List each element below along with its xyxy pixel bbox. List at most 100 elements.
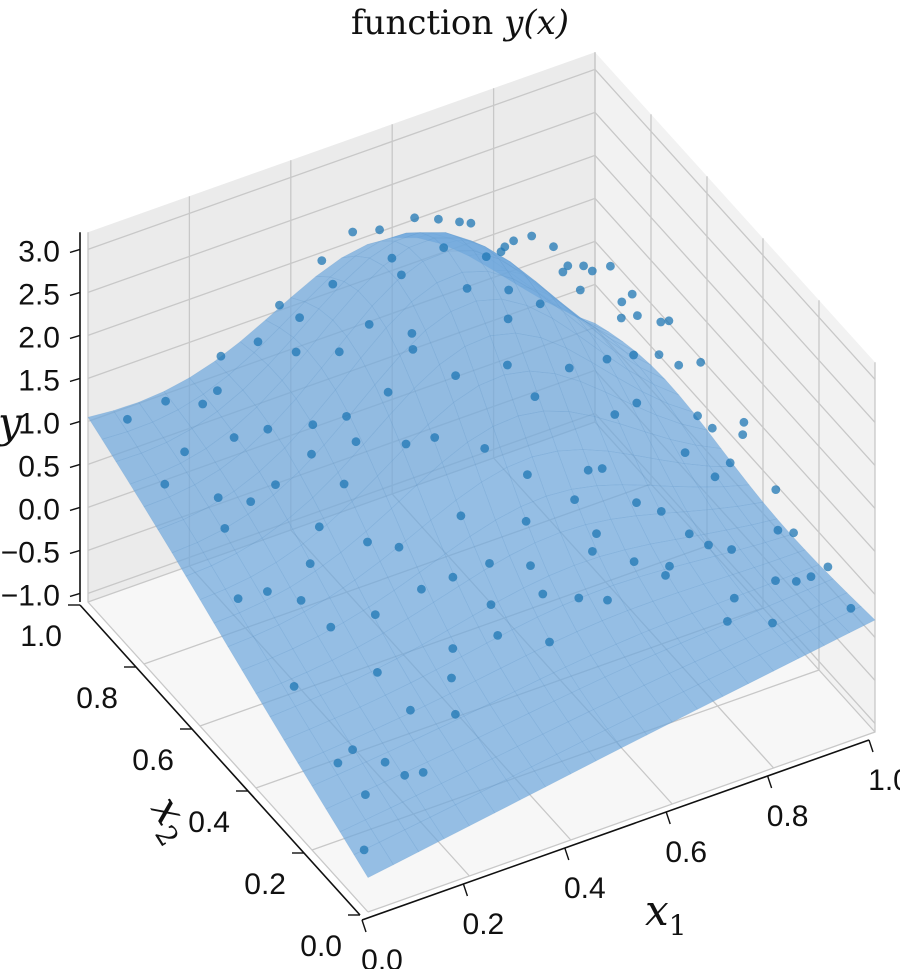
surface-patch: [779, 549, 820, 575]
surface-mesh: [87, 232, 876, 878]
gridline-y: [87, 197, 876, 509]
data-point: [328, 279, 338, 289]
surface-patch: [517, 733, 558, 768]
data-point: [523, 470, 532, 479]
data-point: [558, 267, 568, 277]
data-point: [314, 522, 324, 532]
surface-patch: [368, 240, 410, 267]
data-point: [480, 444, 490, 453]
surface-patch: [590, 361, 632, 405]
surface-patch: [517, 410, 558, 458]
data-point: [233, 594, 243, 603]
axis-lines: [79, 232, 870, 921]
surface-patch: [537, 604, 578, 644]
surface-patch: [784, 630, 825, 659]
surface-patch: [737, 501, 778, 526]
surface-patch: [354, 240, 396, 259]
data-point: [263, 424, 273, 434]
data-point: [680, 448, 690, 457]
data-point: [448, 644, 458, 653]
x1-tick: [361, 919, 367, 933]
data-point: [359, 845, 369, 855]
surface-patch: [542, 721, 583, 755]
data-point: [665, 561, 674, 571]
data-point: [616, 313, 626, 323]
surface-patch: [219, 449, 260, 492]
data-point: [434, 214, 443, 224]
data-point: [563, 261, 573, 271]
y-tick: [69, 334, 81, 340]
surface-patch: [751, 518, 792, 543]
data-point: [684, 529, 694, 539]
surface-patch: [649, 539, 691, 570]
data-point: [439, 243, 449, 253]
data-point: [597, 464, 607, 473]
surface-patch: [543, 410, 584, 452]
data-point: [253, 337, 263, 347]
data-point: [406, 705, 415, 715]
x1-tick: [868, 739, 874, 753]
scatter-points: [123, 213, 856, 855]
data-point: [361, 790, 370, 799]
y-tick: [69, 549, 81, 555]
x2-tick-label: 0.0: [300, 930, 342, 963]
surface-patch: [753, 558, 795, 585]
data-point: [503, 314, 513, 324]
data-point: [564, 363, 574, 373]
data-point: [696, 357, 706, 367]
data-point: [275, 300, 284, 310]
data-point: [216, 351, 226, 361]
surface-patch: [308, 718, 350, 753]
surface-patch: [717, 593, 758, 623]
x1-tick-label: 0.8: [767, 800, 809, 833]
data-point: [633, 311, 642, 320]
data-point: [466, 218, 476, 228]
y-tick: [69, 592, 81, 598]
x2-axis-line: [79, 604, 361, 916]
data-point: [664, 316, 674, 326]
surface-patch: [666, 612, 707, 644]
data-point: [527, 231, 537, 241]
data-point: [791, 577, 801, 586]
data-point: [305, 559, 315, 568]
y-tick: [69, 420, 81, 426]
x2-tick-label: 0.2: [244, 868, 286, 901]
data-point: [693, 411, 702, 421]
data-point: [727, 545, 736, 554]
data-point: [410, 213, 419, 223]
x2-tick-label: 1.0: [20, 620, 62, 653]
data-point: [342, 412, 351, 421]
data-point: [632, 498, 641, 507]
surface-patch: [770, 615, 811, 644]
data-point: [348, 745, 357, 754]
data-point: [451, 709, 460, 719]
surface-patch: [756, 600, 797, 628]
data-point: [246, 497, 256, 506]
data-point: [503, 360, 512, 370]
surface-patch: [731, 610, 772, 640]
data-point: [723, 617, 732, 626]
x1-tick-label: 0.2: [463, 908, 505, 941]
surface-patch: [677, 583, 719, 614]
data-point: [632, 398, 642, 408]
data-point: [317, 256, 327, 265]
data-point: [538, 589, 548, 599]
data-point: [806, 572, 816, 581]
x1-tick-label: 0.6: [665, 836, 707, 869]
y-tick-label: 1.0: [18, 407, 60, 440]
surface-patch: [639, 366, 680, 396]
surface-patch: [283, 729, 324, 764]
data-point: [289, 682, 299, 691]
surface-patch: [421, 629, 462, 671]
surface-patch: [719, 638, 761, 668]
y-tick: [69, 506, 81, 512]
data-point: [387, 253, 397, 263]
surface-patch: [318, 281, 359, 321]
x2-tick-label: 0.8: [76, 682, 118, 715]
data-point: [333, 758, 343, 768]
surface-patch: [652, 592, 693, 624]
data-point: [373, 668, 382, 677]
surface-patch: [708, 666, 749, 697]
surface-patch: [101, 431, 142, 462]
data-point: [383, 387, 393, 397]
